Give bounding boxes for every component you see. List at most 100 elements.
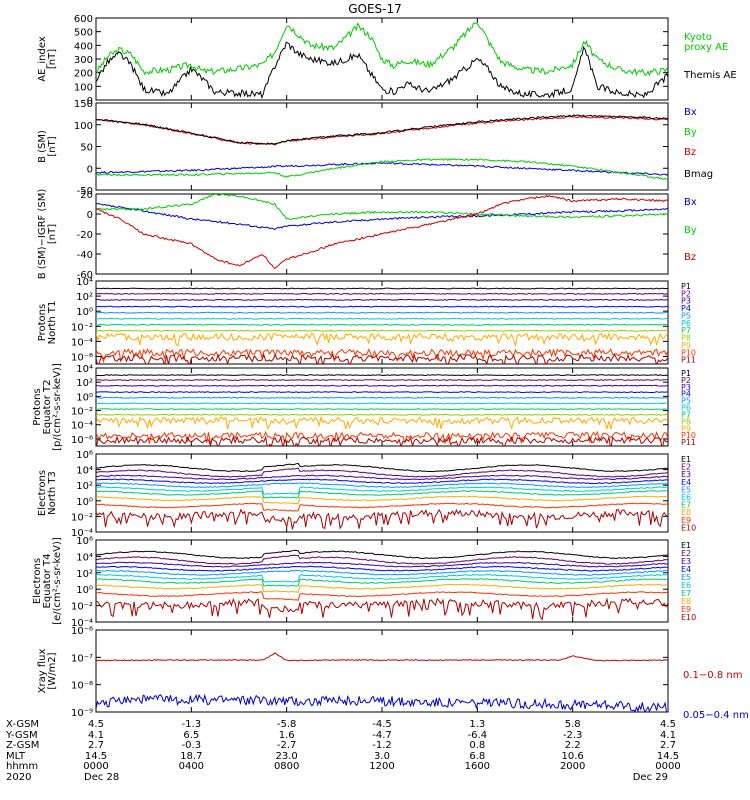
x-axis-value: 2.7 [660, 740, 676, 751]
channel-line-p3 [96, 384, 668, 387]
channel-label: E10 [681, 523, 696, 532]
channel-line-p10 [96, 430, 668, 446]
y-axis-label: Protons [32, 388, 43, 425]
channel-label: P9 [681, 424, 691, 433]
channel-line-p6 [96, 317, 668, 320]
y-axis-label: Electrons [32, 558, 43, 604]
chart-title: GOES-17 [348, 2, 402, 16]
channel-line-e9 [96, 502, 668, 512]
channel-line-p5 [96, 396, 668, 399]
panel-p1: 10⁴ 10² 10⁰ 10⁻² 10⁻⁴ 10⁻⁶ Protons North T1 P1P2… [37, 277, 696, 365]
channel-label: E8 [681, 508, 691, 517]
x-axis-value: 1600 [465, 761, 490, 772]
channel-label: P11 [681, 438, 696, 447]
x-axis-value: 6.5 [183, 730, 199, 741]
y-axis-label: B (SM)−IGRF (SM) [37, 189, 48, 280]
x-axis-value: Dec 28 [84, 772, 119, 783]
y-tick-label: 10⁻⁴ [71, 421, 93, 432]
y-axis-label: Equator T2 [42, 380, 53, 435]
x-axis-value: 0000 [83, 761, 108, 772]
channel-line-e5 [96, 569, 668, 576]
channel-label: E7 [681, 501, 691, 510]
channel-label: P6 [681, 319, 691, 328]
channel-label: E1 [681, 455, 691, 464]
plot-area [96, 114, 668, 180]
y-axis-label: Protons [37, 304, 48, 341]
channel-label: E1 [681, 541, 691, 550]
y-tick-label: 600 [74, 14, 93, 25]
x-axis-value: 1.3 [469, 719, 485, 730]
x-axis-row-label: hhmm [6, 761, 38, 772]
y-tick-label: 10⁻² [71, 602, 93, 613]
y-axis-label: Xray flux [37, 649, 48, 694]
y-axis-label: North T3 [47, 471, 58, 515]
channel-line-e4 [96, 565, 668, 572]
channel-line-p8 [96, 329, 668, 332]
y-tick-label: -60 [77, 270, 93, 281]
panel-xray: 10⁻⁶ 10⁻⁷ 10⁻⁸ 10⁻⁹ Xray flux [W/m2] 0.1−0.8 n… [37, 626, 749, 721]
x-axis-value: 14.5 [85, 751, 107, 762]
y-tick-label: 10⁻⁴ [71, 337, 93, 348]
x-axis-value: 1200 [369, 761, 394, 772]
panel-frame [95, 539, 669, 623]
channel-line-p6 [96, 402, 668, 405]
x-axis-value: 3.0 [374, 751, 390, 762]
x-axis-value: 1.6 [279, 730, 295, 741]
channel-line-p11 [96, 435, 668, 446]
y-tick-label: 10⁰ [76, 497, 93, 508]
plot-area [96, 462, 668, 530]
y-tick-label: 10⁻² [71, 322, 93, 333]
x-axis-row-label: Y-GSM [5, 730, 38, 741]
y-axis-label: North T1 [47, 301, 58, 345]
channel-label: P1 [681, 369, 691, 378]
y-tick-label: 50 [80, 143, 93, 154]
series-line-bz [96, 115, 668, 146]
y-axis-label: [p/(cm²-s-sr-keV)] [52, 363, 63, 451]
y-tick-label: 0 [87, 210, 93, 221]
x-axis-value: 0000 [655, 761, 680, 772]
channel-label: E8 [681, 597, 691, 606]
x-axis-row-label: 2020 [6, 772, 31, 783]
panel-frame [95, 453, 669, 533]
y-tick-label: 10⁻⁷ [71, 653, 93, 664]
x-axis-value: 5.8 [565, 719, 581, 730]
channel-label: P10 [681, 348, 696, 357]
x-axis-row-label: MLT [6, 751, 26, 762]
y-tick-label: 10⁻⁶ [71, 435, 93, 446]
x-axis-value: 2.7 [88, 740, 104, 751]
series-line-by [96, 194, 668, 220]
panel-bigrf: 20 0 -20 -40 -60 B (SM)−IGRF (SM) [nT] Bx By Bz [37, 189, 697, 281]
channel-line-e2 [96, 467, 668, 478]
y-axis-label: AE_index [37, 36, 48, 82]
channel-label: E6 [681, 493, 691, 502]
x-axis-value: -2.3 [563, 730, 583, 741]
y-tick-label: -20 [77, 230, 93, 241]
channel-line-e3 [96, 474, 668, 481]
y-tick-label: 10⁴ [76, 364, 93, 375]
y-tick-label: 10⁻² [71, 512, 93, 523]
channel-line-p9 [96, 415, 668, 431]
channel-label: P3 [681, 383, 691, 392]
y-axis-label: Electrons [37, 470, 48, 516]
x-axis-value: 18.7 [180, 751, 202, 762]
y-axis-label: [W/m2] [47, 652, 58, 689]
series-line-kyoto-proxy-ae [96, 22, 668, 77]
x-axis-value: -4.7 [372, 730, 392, 741]
series-line-0-1-0-8-nm [96, 652, 668, 662]
x-axis-value: 0400 [179, 761, 204, 772]
x-axis-table: X-GSMY-GSMZ-GSMMLThhmm20204.54.12.714.50… [5, 719, 681, 783]
panel-ae: 600 500 400 300 200 100 0 AE_index [nT] Kyotoprox… [37, 14, 737, 107]
channel-line-p8 [96, 413, 668, 416]
x-axis-value: -1.2 [372, 740, 392, 751]
channel-line-e10 [96, 508, 668, 530]
y-tick-label: 400 [74, 41, 93, 52]
legend-label: By [684, 127, 697, 138]
y-tick-label: 20 [80, 190, 93, 201]
y-tick-label: 300 [74, 55, 93, 66]
channel-label: P6 [681, 404, 691, 413]
y-tick-label: -50 [77, 186, 93, 197]
y-tick-label: 10⁰ [76, 392, 93, 403]
channel-label: E10 [681, 613, 696, 622]
y-tick-label: 10⁴ [76, 552, 93, 563]
